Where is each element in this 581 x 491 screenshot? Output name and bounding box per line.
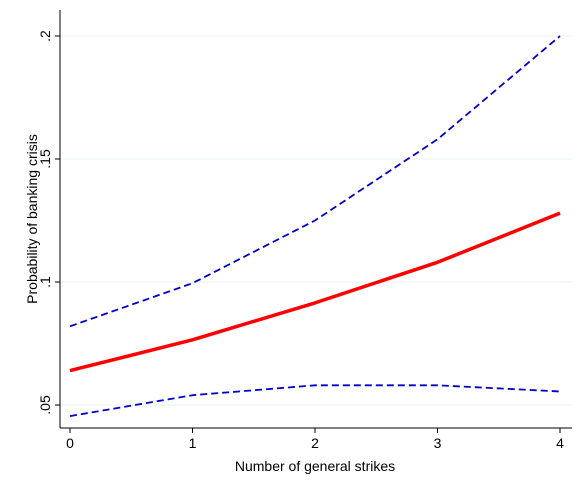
y-tick-label-2: .15	[37, 149, 53, 169]
x-tick-label-2: 2	[311, 435, 319, 451]
series-line-2	[69, 384, 561, 417]
y-tick-label-1: .1	[37, 276, 53, 288]
y-tick-label-0: .05	[37, 395, 53, 415]
tick-labels: .05 .1 .15 .2 0 1 2 3 4	[37, 30, 564, 451]
y-tick-label-3: .2	[37, 30, 53, 42]
x-tick-label-1: 1	[189, 435, 197, 451]
series-line-0	[69, 211, 561, 373]
series-line-1	[69, 35, 561, 328]
x-axis-title: Number of general strikes	[235, 458, 395, 474]
series-layer	[69, 35, 561, 417]
x-tick-label-4: 4	[556, 435, 564, 451]
x-tick-label-3: 3	[434, 435, 442, 451]
x-tick-label-0: 0	[66, 435, 74, 451]
axes	[55, 10, 572, 433]
grid-lines	[60, 35, 572, 406]
y-axis-title: Probability of banking crisis	[24, 134, 40, 304]
